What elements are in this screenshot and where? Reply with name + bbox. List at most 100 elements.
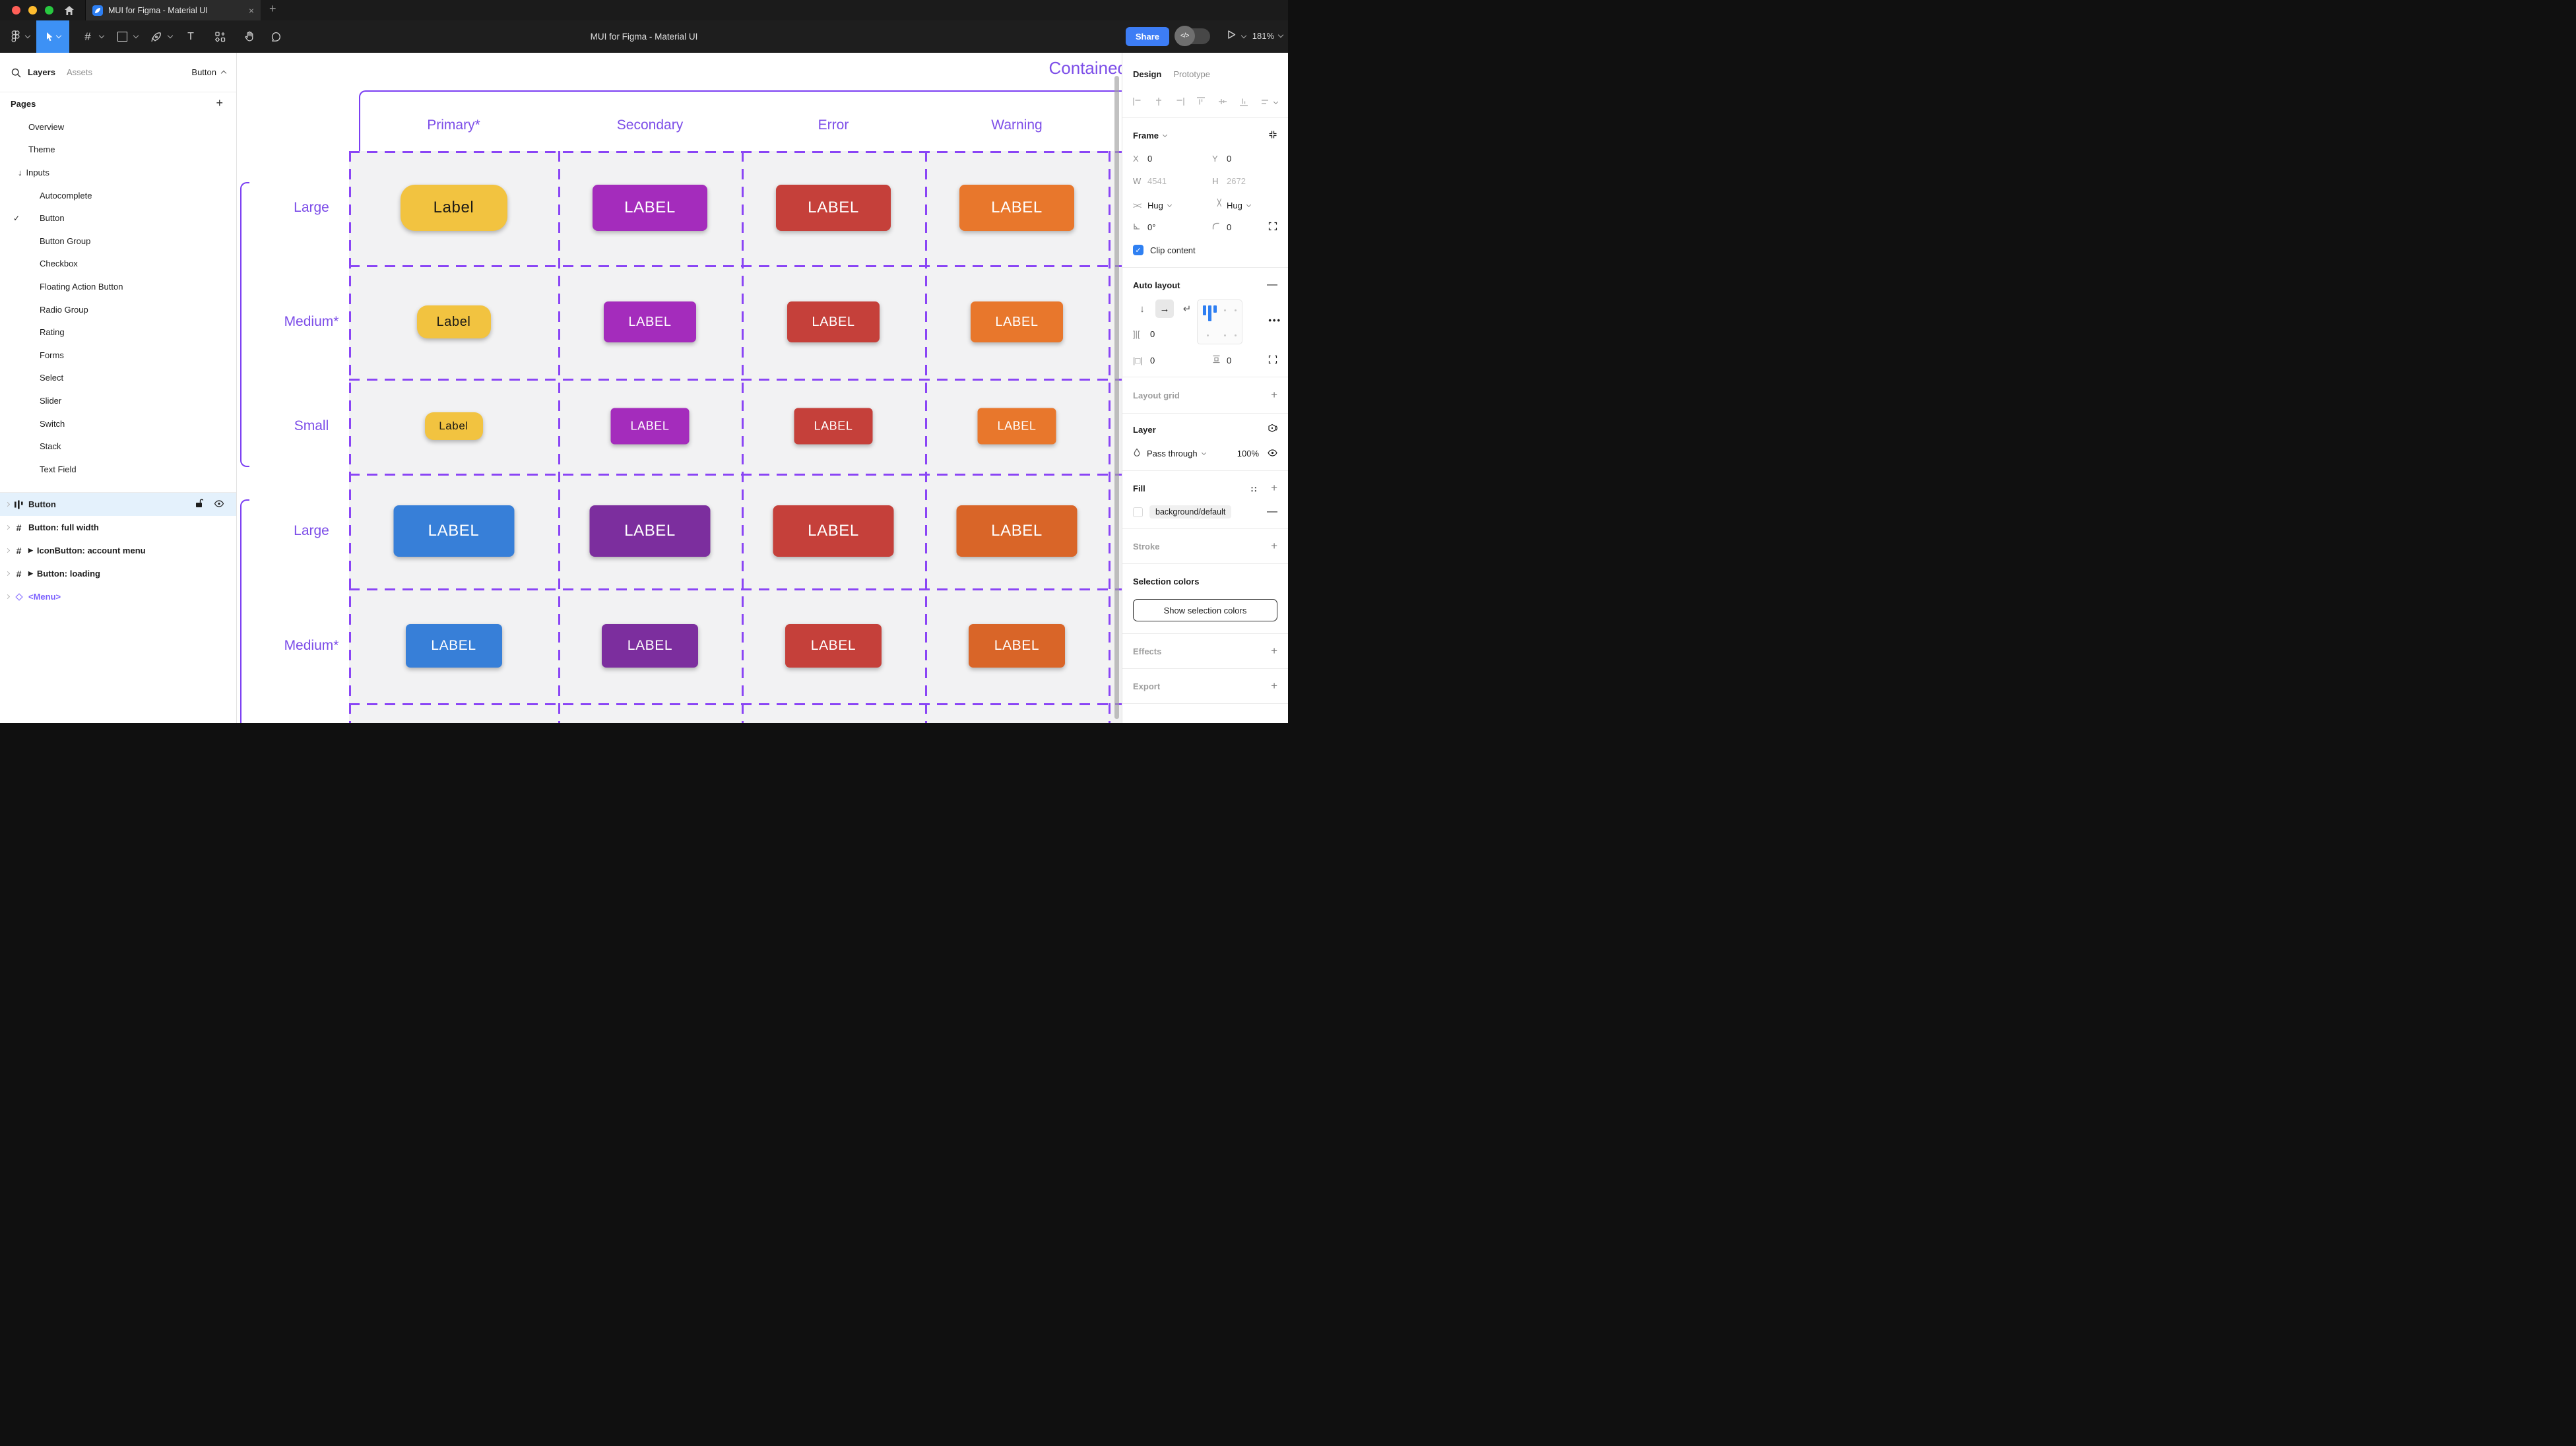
page-item[interactable]: Theme [0,139,236,162]
page-item[interactable]: Overview [0,115,236,139]
add-export-button[interactable]: + [1271,679,1277,692]
disclosure-chevron-icon[interactable] [5,594,11,600]
row-label[interactable]: Large [294,523,329,538]
text-tool-icon[interactable]: T [187,30,194,42]
remove-auto-layout-button[interactable]: — [1267,279,1277,290]
layer-styles-icon[interactable] [1268,424,1277,435]
page-item[interactable]: Select [0,367,236,390]
rotation-input[interactable]: 0° [1147,222,1156,232]
layer-row[interactable]: # ▶ Button: loading [0,562,236,585]
auto-layout-alignment-box[interactable] [1197,299,1242,344]
column-header[interactable]: Error [818,117,849,133]
shape-tool-icon[interactable] [113,20,131,53]
canvas[interactable]: Contained Primary* Secondary Error Warning … [237,53,1122,723]
new-tab-button[interactable]: + [269,2,276,15]
frame-tool-chevron-icon[interactable] [98,20,106,53]
zoom-chevron-icon[interactable] [1277,32,1284,38]
page-item[interactable]: Autocomplete [0,184,236,207]
tab-layers[interactable]: Layers [28,67,55,77]
frame-title[interactable]: Contained [1048,58,1122,78]
file-tab[interactable]: MUI for Figma - Material UI × [86,0,261,20]
align-v-center-icon[interactable] [1218,97,1227,108]
page-item[interactable]: Checkbox [0,253,236,276]
canvas-button-contained[interactable]: LABEL [785,624,882,668]
menu-chevron-icon[interactable] [24,20,32,53]
collapse-icon[interactable] [1268,130,1277,141]
layer-row[interactable]: # ▶ IconButton: account menu [0,539,236,562]
dev-mode-toggle[interactable]: </> [1175,26,1210,46]
unlock-icon[interactable] [195,499,204,510]
padding-vertical-input[interactable]: 0 [1227,355,1232,365]
column-header[interactable]: Warning [991,117,1043,133]
align-h-center-icon[interactable] [1154,97,1163,108]
x-input[interactable]: 0 [1147,153,1153,164]
auto-layout-more-icon[interactable]: ••• [1268,315,1281,325]
individual-padding-icon[interactable] [1268,355,1277,366]
gap-input[interactable]: 0 [1150,329,1155,339]
clip-content-checkbox[interactable]: ✓ [1133,245,1143,255]
close-tab-icon[interactable]: × [248,5,254,16]
column-header[interactable]: Secondary [616,117,684,133]
canvas-button-contained[interactable]: LABEL [602,624,698,668]
add-stroke-button[interactable]: + [1271,540,1277,552]
align-bottom-icon[interactable] [1239,97,1248,108]
expanded-arrow-icon[interactable]: ↓ [18,167,22,177]
layer-row[interactable]: # Button: full width [0,516,236,539]
canvas-button-contained[interactable]: LABEL [969,624,1065,668]
present-chevron-icon[interactable] [1240,32,1247,38]
canvas-button-text[interactable]: Label [416,305,491,338]
flow-wrap-icon[interactable]: ↵ [1182,303,1192,315]
canvas-scrollbar[interactable] [1114,76,1119,719]
hug-horizontal-dropdown[interactable]: Hug [1147,200,1163,210]
resources-tool-icon[interactable] [211,20,230,53]
remove-fill-button[interactable]: — [1267,506,1277,517]
add-page-button[interactable]: + [216,96,223,110]
canvas-button-contained[interactable]: LABEL [593,185,707,231]
frame-tool-icon[interactable]: # [84,30,91,43]
canvas-button-text[interactable]: Label [400,185,507,231]
padding-horizontal-input[interactable]: 0 [1150,355,1155,365]
layer-row[interactable]: <Menu> [0,585,236,608]
tab-prototype[interactable]: Prototype [1173,69,1210,79]
figma-menu-icon[interactable] [7,20,24,53]
canvas-button-contained[interactable]: LABEL [776,185,891,231]
shape-tool-chevron-icon[interactable] [132,20,140,53]
disclosure-chevron-icon[interactable] [5,548,11,553]
tab-assets[interactable]: Assets [67,67,93,77]
hug-vertical-dropdown[interactable]: Hug [1227,200,1242,210]
flow-horizontal-icon-selected[interactable]: → [1155,299,1174,318]
canvas-button-contained[interactable]: LABEL [589,505,711,557]
page-item[interactable]: Text Field [0,458,236,481]
canvas-button-contained[interactable]: LABEL [393,505,514,557]
home-icon[interactable] [63,5,75,16]
align-left-icon[interactable] [1133,97,1142,108]
page-item[interactable]: Radio Group [0,298,236,321]
page-item[interactable]: Floating Action Button [0,275,236,298]
canvas-button-contained[interactable]: LABEL [405,624,502,668]
share-button[interactable]: Share [1125,27,1169,46]
disclosure-chevron-icon[interactable] [5,524,11,530]
page-item[interactable]: ↓ Inputs [0,161,236,184]
canvas-button-text[interactable]: Label [424,412,483,440]
comment-tool-icon[interactable] [267,20,285,53]
canvas-button-contained[interactable]: LABEL [773,505,894,557]
canvas-button-contained[interactable]: LABEL [610,408,690,445]
flow-vertical-icon[interactable]: ↓ [1140,303,1145,315]
align-right-icon[interactable] [1175,97,1185,108]
page-item[interactable]: Slider [0,389,236,412]
y-input[interactable]: 0 [1227,153,1232,164]
canvas-button-contained[interactable]: LABEL [604,301,696,342]
visible-eye-icon[interactable] [214,499,224,509]
page-item[interactable]: Switch [0,412,236,435]
frame-type-dropdown[interactable]: Frame [1133,130,1159,141]
component-selector[interactable]: Button [191,67,227,77]
zoom-level[interactable]: 181% [1252,31,1274,41]
page-item[interactable]: ✓ Button [0,206,236,230]
row-label[interactable]: Medium* [284,314,339,329]
pen-tool-icon[interactable] [148,20,165,53]
add-layout-grid-button[interactable]: + [1271,389,1277,401]
layer-visibility-eye-icon[interactable] [1268,449,1277,458]
search-icon[interactable] [11,68,21,80]
zoom-window-button[interactable] [45,6,53,15]
blend-mode-dropdown[interactable]: Pass through [1147,448,1198,458]
